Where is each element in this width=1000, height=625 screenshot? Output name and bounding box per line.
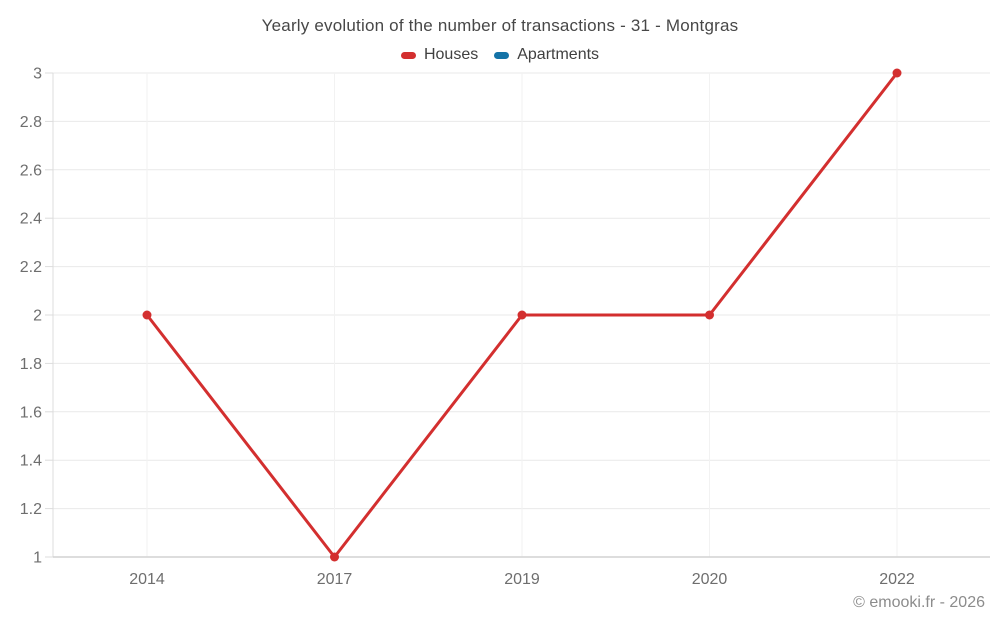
y-tick-label: 1.8 (20, 356, 42, 373)
data-point-houses-2014[interactable] (142, 310, 152, 320)
y-tick-label: 2.6 (20, 162, 42, 179)
x-tick-label: 2014 (129, 571, 165, 588)
copyright-text: © emooki.fr - 2026 (853, 594, 985, 611)
chart-title: Yearly evolution of the number of transa… (261, 16, 739, 35)
data-point-houses-2019[interactable] (517, 310, 527, 320)
y-tick-label: 2.8 (20, 114, 42, 131)
data-point-houses-2022[interactable] (892, 68, 902, 78)
legend-swatch-houses-icon (400, 51, 416, 59)
y-tick-label: 2.2 (20, 259, 42, 276)
legend-label-houses: Houses (423, 46, 479, 63)
y-tick-label: 2 (33, 308, 42, 325)
x-tick-label: 2017 (317, 571, 353, 588)
legend-item-apartments[interactable]: Apartments (494, 46, 599, 64)
y-tick-label: 2.4 (20, 211, 42, 228)
x-tick-label: 2020 (692, 571, 728, 588)
y-tick-label: 1.6 (20, 404, 42, 421)
y-tick-label: 1.2 (20, 501, 42, 518)
legend-item-houses[interactable]: Houses (400, 46, 479, 64)
y-tick-label: 1.4 (20, 453, 42, 470)
legend: Houses Apartments (0, 46, 1000, 64)
data-point-houses-2020[interactable] (705, 310, 714, 320)
x-tick-label: 2019 (504, 571, 540, 588)
data-point-houses-2017[interactable] (330, 552, 339, 562)
y-tick-label: 1 (33, 550, 42, 567)
y-tick-label: 3 (33, 66, 42, 83)
x-tick-label: 2022 (879, 571, 915, 588)
legend-swatch-apartments-icon (494, 51, 510, 59)
legend-label-apartments: Apartments (517, 46, 600, 63)
